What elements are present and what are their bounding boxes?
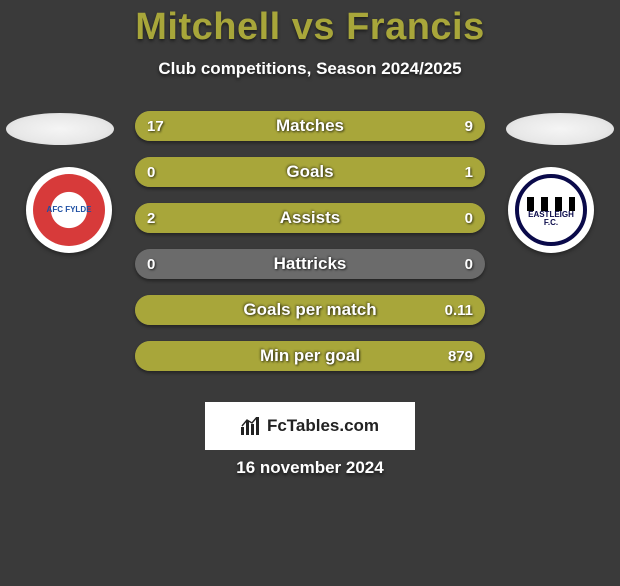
club-badge-right-inner: EASTLEIGH F.C.: [515, 174, 587, 246]
stat-fill-right: [135, 295, 485, 325]
player-silhouette-right: [506, 113, 614, 145]
checker-pattern: [527, 197, 575, 211]
stat-row: 00Hattricks: [135, 249, 485, 279]
stat-track: [135, 249, 485, 279]
page-title: Mitchell vs Francis: [0, 6, 620, 49]
page-subtitle: Club competitions, Season 2024/2025: [0, 59, 620, 79]
stat-row: 0.11Goals per match: [135, 295, 485, 325]
stat-fill-left: [135, 203, 485, 233]
stat-row: 879Min per goal: [135, 341, 485, 371]
club-badge-right: EASTLEIGH F.C.: [508, 167, 594, 253]
date-label: 16 november 2024: [0, 458, 620, 478]
brand-label: FcTables.com: [267, 416, 379, 436]
stat-row: 01Goals: [135, 157, 485, 187]
stat-row: 20Assists: [135, 203, 485, 233]
club-badge-left-label: AFC FYLDE: [43, 206, 96, 214]
stat-fill-right: [198, 111, 485, 141]
stat-fill-left: [135, 111, 198, 141]
bar-chart-icon: [241, 417, 261, 435]
club-badge-left: AFC FYLDE: [26, 167, 112, 253]
club-badge-left-inner: AFC FYLDE: [33, 174, 105, 246]
stat-row: 179Matches: [135, 111, 485, 141]
stat-fill-right: [135, 157, 485, 187]
brand-box: FcTables.com: [205, 402, 415, 450]
club-badge-right-label: EASTLEIGH F.C.: [519, 211, 583, 227]
player-silhouette-left: [6, 113, 114, 145]
stat-fill-right: [135, 341, 485, 371]
stat-bars: 179Matches 01Goals 20Assists 00Hattricks 0.1…: [135, 111, 485, 387]
